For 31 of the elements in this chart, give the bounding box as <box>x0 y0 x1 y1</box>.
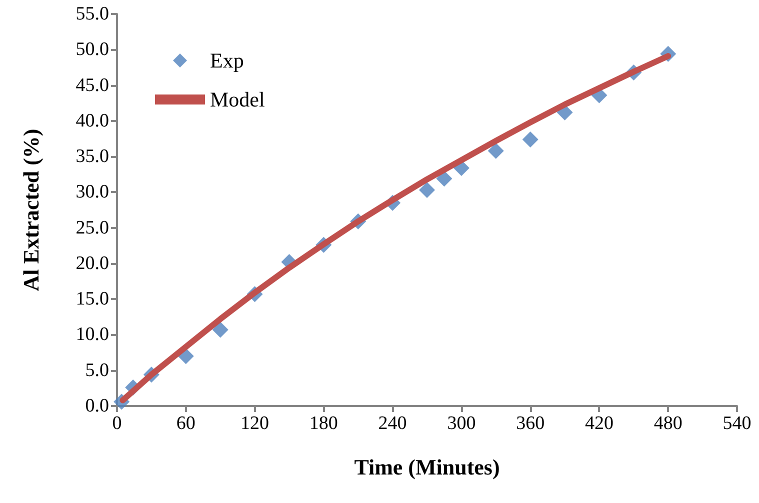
y-tick-label: 50.0 <box>76 39 109 60</box>
x-tick-label: 360 <box>516 413 545 434</box>
x-tick-label: 300 <box>447 413 476 434</box>
y-tick-label: 10.0 <box>76 324 109 346</box>
x-tick-label: 540 <box>722 413 752 434</box>
legend-label: Exp <box>210 48 244 72</box>
x-tick-label: 420 <box>584 413 614 434</box>
x-tick-label: 240 <box>378 413 407 434</box>
point <box>436 170 452 187</box>
y-tick-label: 5.0 <box>85 360 109 381</box>
x-tick-label: 180 <box>309 413 338 434</box>
x-tick-label: 0 <box>112 413 122 434</box>
x-tick-label: 120 <box>240 413 270 434</box>
y-axis-title: Al Extracted (%) <box>18 128 44 292</box>
point <box>522 131 538 148</box>
x-axis-title: Time (Minutes) <box>354 454 500 480</box>
point <box>488 142 504 159</box>
y-tick-label: 25.0 <box>76 217 109 238</box>
x-tick-label: 60 <box>176 413 196 434</box>
y-tick-label: 40.0 <box>76 110 109 132</box>
y-tick-label: 0.0 <box>85 396 109 416</box>
y-tick-label: 20.0 <box>76 252 109 274</box>
point <box>212 322 228 338</box>
y-tick-label: 15.0 <box>76 288 109 310</box>
y-tick-label: 45.0 <box>76 74 109 96</box>
legend-label: Model <box>210 88 265 112</box>
y-tick-label: 55.0 <box>76 4 109 24</box>
y-tick-label: 30.0 <box>76 182 109 203</box>
point <box>419 182 435 198</box>
y-tick-label: 35.0 <box>76 146 109 168</box>
x-tick-label: 480 <box>654 413 682 434</box>
